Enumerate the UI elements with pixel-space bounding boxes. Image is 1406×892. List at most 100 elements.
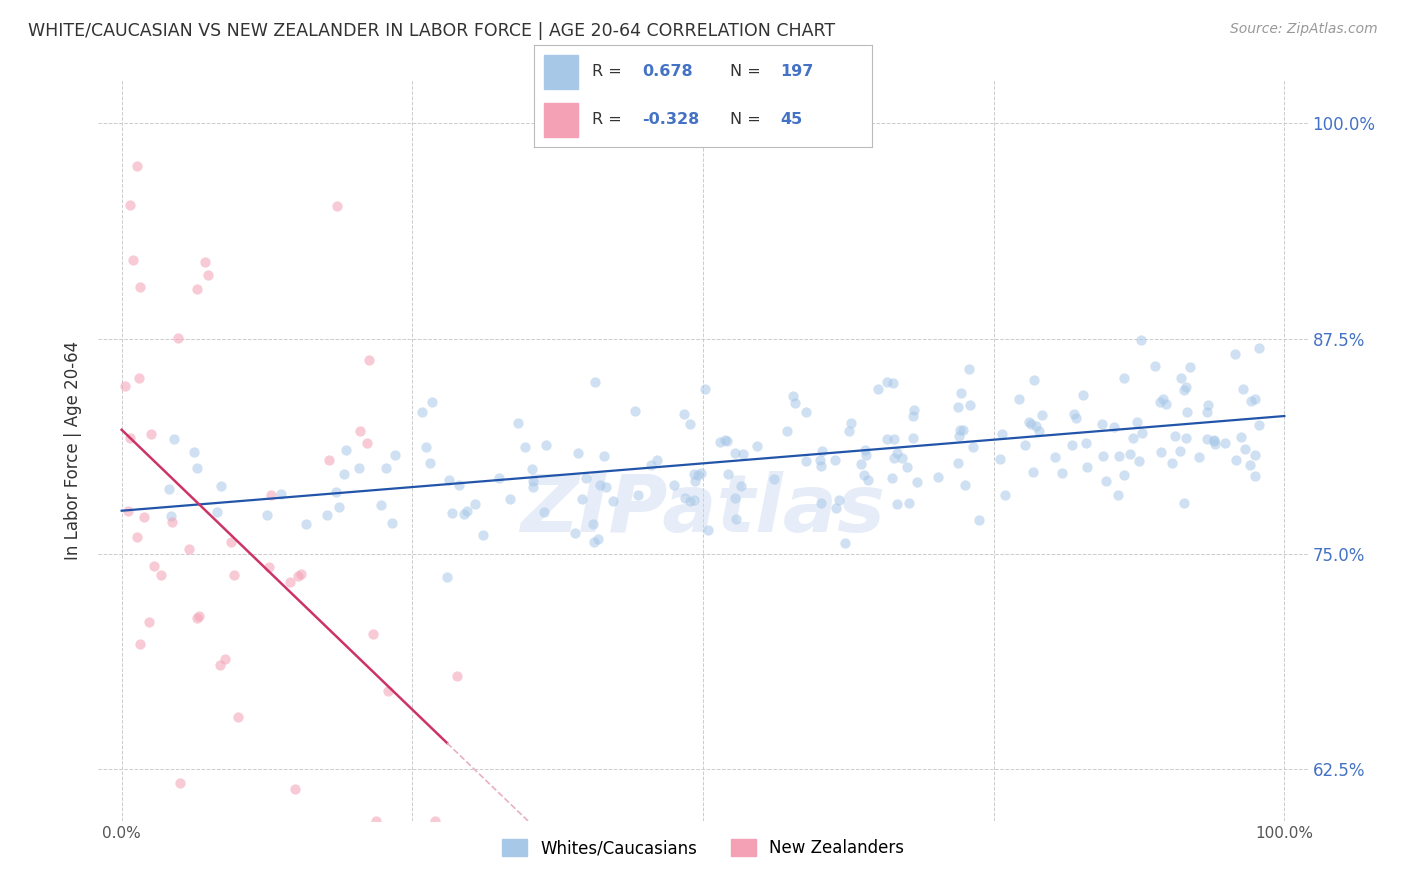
Point bbox=[419, 456, 441, 470]
Point bbox=[127, 160, 149, 174]
Point bbox=[1060, 438, 1083, 452]
Point bbox=[724, 491, 747, 505]
Point bbox=[716, 467, 738, 481]
Point bbox=[1173, 496, 1195, 510]
Point bbox=[1092, 450, 1115, 464]
Point bbox=[129, 637, 152, 651]
Point bbox=[256, 508, 278, 522]
Point bbox=[415, 440, 437, 454]
Point bbox=[1024, 373, 1046, 387]
Point bbox=[1129, 333, 1152, 347]
Point bbox=[1071, 388, 1094, 402]
Point bbox=[1247, 341, 1270, 355]
Point bbox=[1052, 467, 1074, 481]
Point bbox=[905, 475, 928, 490]
Point bbox=[437, 473, 460, 487]
Point bbox=[1230, 430, 1253, 444]
Point bbox=[295, 517, 318, 532]
Point bbox=[349, 425, 371, 439]
Point bbox=[994, 488, 1017, 502]
Point bbox=[142, 559, 165, 574]
Point bbox=[1197, 432, 1219, 446]
Point bbox=[693, 382, 716, 396]
Point bbox=[876, 375, 898, 389]
Point bbox=[423, 814, 446, 828]
Point bbox=[839, 417, 862, 431]
Point bbox=[688, 467, 710, 482]
Point bbox=[810, 496, 832, 510]
Point bbox=[471, 527, 494, 541]
Point bbox=[709, 434, 731, 449]
Point bbox=[222, 567, 245, 582]
Point bbox=[952, 423, 974, 437]
Point bbox=[1152, 392, 1174, 406]
Point bbox=[186, 611, 208, 625]
Point bbox=[1213, 435, 1236, 450]
Point bbox=[724, 446, 747, 460]
Point bbox=[901, 409, 924, 424]
Point bbox=[1019, 417, 1042, 431]
Point bbox=[1204, 433, 1226, 447]
Point bbox=[359, 353, 381, 368]
Point bbox=[959, 398, 981, 412]
Point bbox=[890, 451, 912, 466]
Point bbox=[645, 453, 668, 467]
Point bbox=[1150, 445, 1173, 459]
Point bbox=[226, 709, 249, 723]
Point bbox=[886, 497, 908, 511]
Point bbox=[1007, 392, 1029, 406]
Point bbox=[853, 442, 876, 457]
Point bbox=[1154, 397, 1177, 411]
Point bbox=[315, 508, 337, 522]
Point bbox=[1188, 450, 1211, 464]
Point bbox=[776, 425, 799, 439]
Point bbox=[290, 567, 312, 582]
Point bbox=[953, 478, 976, 492]
Point bbox=[1175, 431, 1198, 445]
Point bbox=[1107, 488, 1129, 502]
Point bbox=[716, 434, 738, 448]
Point bbox=[1076, 459, 1098, 474]
Point bbox=[782, 389, 804, 403]
Point bbox=[149, 568, 172, 582]
Point bbox=[868, 382, 890, 396]
Point bbox=[1108, 449, 1130, 463]
Point bbox=[602, 494, 624, 508]
Point bbox=[627, 488, 650, 502]
Point bbox=[364, 814, 387, 828]
Point bbox=[1112, 371, 1135, 385]
Point bbox=[564, 525, 586, 540]
Point bbox=[325, 485, 347, 500]
Point bbox=[162, 515, 184, 529]
Point bbox=[852, 467, 875, 482]
Point bbox=[592, 450, 614, 464]
Point bbox=[1025, 419, 1047, 434]
Point bbox=[513, 440, 536, 454]
Point bbox=[683, 493, 706, 508]
Text: WHITE/CAUCASIAN VS NEW ZEALANDER IN LABOR FORCE | AGE 20-64 CORRELATION CHART: WHITE/CAUCASIAN VS NEW ZEALANDER IN LABO… bbox=[28, 22, 835, 40]
Point bbox=[141, 427, 163, 442]
Point bbox=[714, 433, 737, 447]
Point bbox=[731, 447, 754, 461]
Point bbox=[1170, 370, 1192, 384]
Point bbox=[950, 385, 973, 400]
Point bbox=[1244, 392, 1267, 406]
Point bbox=[1028, 424, 1050, 438]
Point bbox=[114, 379, 136, 393]
Point bbox=[118, 198, 141, 212]
Point bbox=[446, 668, 468, 682]
Point bbox=[1112, 467, 1135, 482]
Text: N =: N = bbox=[730, 112, 766, 128]
Text: R =: R = bbox=[592, 112, 627, 128]
Point bbox=[214, 652, 236, 666]
Point bbox=[1197, 404, 1219, 418]
Point bbox=[166, 331, 188, 345]
Point bbox=[796, 454, 818, 468]
Point bbox=[824, 452, 846, 467]
Point bbox=[1197, 398, 1219, 412]
Point bbox=[520, 461, 543, 475]
Point bbox=[436, 570, 458, 584]
Point bbox=[1149, 394, 1171, 409]
Point bbox=[883, 450, 905, 465]
Point bbox=[318, 452, 340, 467]
